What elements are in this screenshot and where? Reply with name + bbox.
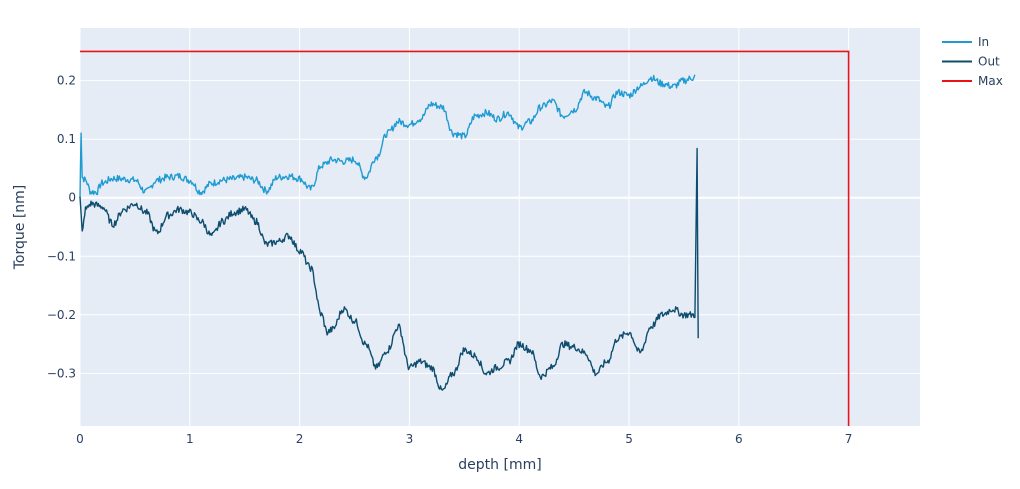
y-tick-label: −0.1: [47, 249, 76, 263]
x-tick-label: 2: [296, 432, 304, 446]
series-layer: [79, 50, 850, 426]
series-line-out: [79, 147, 699, 391]
legend-label: In: [978, 35, 989, 49]
x-axis-ticks: 0 1 2 3 4 5 6 7: [76, 432, 852, 446]
x-tick-label: 0: [76, 432, 84, 446]
series-line-max: [80, 50, 850, 426]
y-tick-label: 0: [68, 191, 76, 205]
x-tick-label: 3: [406, 432, 414, 446]
series-line-in: [79, 74, 696, 198]
x-tick-label: 5: [625, 432, 633, 446]
y-tick-label: −0.2: [47, 308, 76, 322]
y-tick-label: −0.3: [47, 366, 76, 380]
x-axis-title: depth [mm]: [458, 457, 541, 473]
legend-label: Out: [978, 55, 1000, 69]
y-axis-ticks: −0.3 −0.2 −0.1 0 0.1 0.2: [47, 74, 76, 381]
x-tick-label: 7: [845, 432, 853, 446]
y-tick-label: 0.2: [57, 74, 76, 88]
y-axis-title: Torque [nm]: [12, 185, 28, 271]
x-tick-label: 6: [735, 432, 743, 446]
x-tick-label: 1: [186, 432, 194, 446]
y-tick-label: 0.1: [57, 132, 76, 146]
x-tick-label: 4: [515, 432, 523, 446]
legend-label: Max: [978, 74, 1003, 88]
legend: In Out Max: [942, 35, 1003, 88]
